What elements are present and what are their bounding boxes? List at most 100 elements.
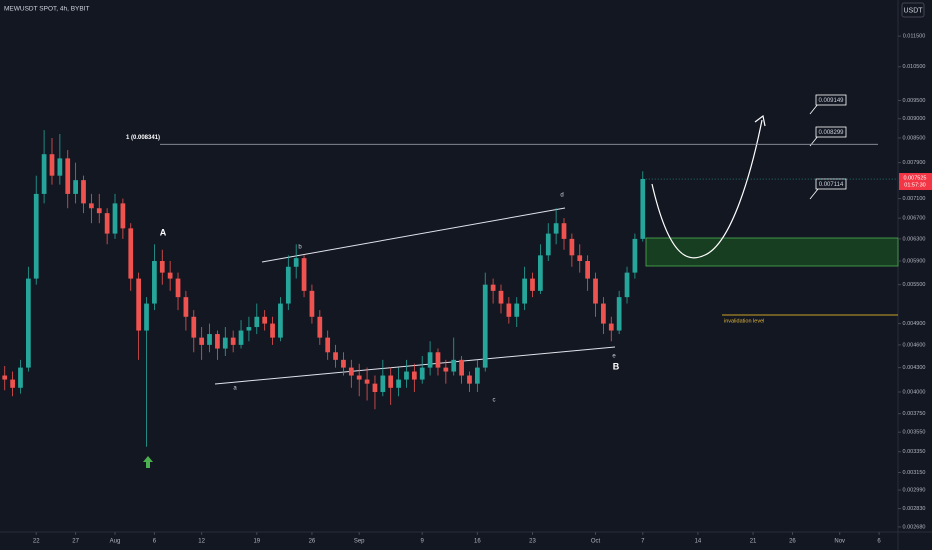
projection-path [651, 119, 763, 259]
wave-label: A [160, 227, 167, 237]
invalidation-label: invalidation level [724, 318, 764, 324]
wave-label: c [493, 398, 496, 404]
candle-body [474, 367, 480, 384]
candle [207, 323, 212, 353]
candle-body [616, 297, 622, 331]
candle [585, 255, 591, 291]
y-tick-label: 0.002680 [903, 524, 926, 530]
x-tick-label: Oct [591, 539, 601, 545]
y-tick-label: 0.004900 [903, 321, 926, 327]
candle [380, 359, 386, 397]
fib-label: 1 (0.008341) [126, 135, 160, 141]
candle-body [215, 334, 220, 349]
candle-body [348, 367, 354, 376]
candle [427, 341, 433, 376]
candle [333, 344, 338, 368]
candle [270, 316, 275, 345]
candle [309, 284, 315, 324]
currency: USDT [903, 7, 923, 14]
candle-body [325, 337, 331, 353]
candle [411, 363, 417, 392]
candle [459, 356, 464, 384]
y-tick-label: 0.003150 [903, 470, 926, 476]
y-tick-label: 0.003750 [903, 411, 926, 417]
candle [474, 359, 480, 392]
x-tick-label: 6 [153, 539, 157, 545]
candle-body [333, 352, 338, 360]
candle [341, 352, 346, 376]
chart-title: MEWUSDT SPOT, 4h, BYBIT [4, 6, 90, 13]
candle-body [144, 303, 149, 331]
y-tick-label: 0.004600 [903, 342, 926, 348]
candle [215, 330, 220, 360]
candle [278, 297, 283, 342]
candle-body [435, 352, 441, 368]
candle-body [467, 375, 472, 384]
candle-body [364, 379, 370, 384]
candle-body [522, 278, 527, 304]
candle [467, 371, 472, 392]
candle [404, 359, 409, 388]
x-tick-label: 22 [33, 539, 40, 545]
callout-pointer [809, 188, 819, 200]
candle-body [411, 371, 417, 380]
projection-arrowhead [754, 114, 766, 127]
candle [569, 233, 575, 267]
candle [49, 137, 55, 185]
candle [372, 375, 378, 410]
candle-body [482, 284, 488, 368]
candle [199, 327, 205, 360]
candle-body [207, 334, 212, 345]
x-tick-label: 6 [877, 539, 881, 545]
candle-body [73, 180, 78, 194]
candle-body [530, 278, 535, 291]
candle [530, 272, 535, 298]
candle [254, 303, 260, 335]
candle [601, 297, 606, 335]
candle-body [608, 323, 614, 331]
callout-box [815, 94, 847, 106]
y-tick-label: 0.009500 [903, 98, 926, 104]
candle [545, 223, 551, 261]
x-tick-label: 26 [309, 539, 316, 545]
candle-body [624, 272, 630, 298]
candle-body [112, 203, 118, 234]
candle-body [128, 228, 134, 279]
candle [538, 244, 543, 294]
candle-body [96, 208, 102, 214]
candle-body [262, 316, 268, 324]
candle-body [246, 327, 252, 331]
candle [159, 249, 165, 285]
y-tick-label: 0.002990 [903, 487, 926, 493]
x-tick-label: 23 [529, 539, 536, 545]
candle-body [356, 375, 362, 380]
x-tick-label: 27 [72, 539, 79, 545]
callout-pointer [809, 103, 819, 115]
candle [18, 359, 23, 394]
candle-body [601, 303, 606, 324]
candle-body [18, 367, 23, 388]
candle [396, 367, 401, 397]
candle [522, 266, 527, 311]
candle [490, 278, 496, 304]
candle-body [593, 278, 598, 304]
callout: 0.009149 [809, 94, 847, 115]
y-tick-label: 0.004000 [903, 389, 926, 395]
y-tick-label: 0.010500 [903, 64, 926, 70]
x-tick-label: Sep [354, 539, 365, 545]
callout-box [815, 126, 847, 138]
candle [285, 255, 291, 311]
candle-body [561, 223, 567, 239]
x-tick-label: 19 [253, 539, 260, 545]
candle [506, 297, 512, 324]
candle [136, 272, 142, 360]
candle-body [585, 260, 591, 279]
candle-body [104, 213, 110, 234]
candle [624, 266, 630, 304]
candle [364, 367, 370, 401]
candle [128, 223, 134, 291]
lower-trendline [214, 346, 616, 385]
countdown-label: 01:57:30 [904, 182, 925, 188]
candle [104, 208, 110, 245]
